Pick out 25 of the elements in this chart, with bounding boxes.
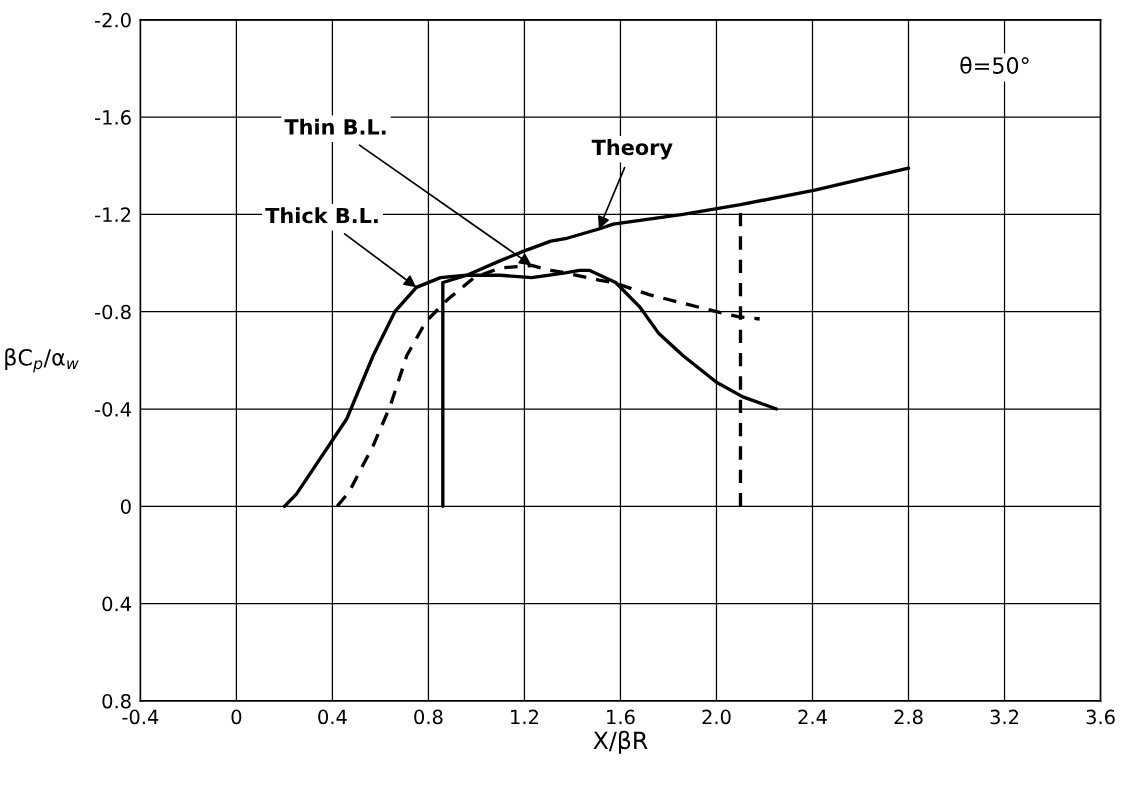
y-tick-label: 0.8 <box>102 693 131 709</box>
x-tick-label: 0 <box>231 709 242 725</box>
x-tick-label: 2.8 <box>894 709 923 725</box>
y-tick-label: -0.4 <box>95 401 131 417</box>
x-tick-label: 2.0 <box>702 709 731 725</box>
y-axis-title: βC$_{p}$/α$_{w}$ <box>5 348 79 373</box>
y-tick-label: -0.8 <box>95 304 131 320</box>
text: Thin B.L. <box>284 118 386 135</box>
x-axis-title: X/βR <box>593 730 648 754</box>
x-tick-label: 1.2 <box>511 709 538 725</box>
x-tick-label: 2.4 <box>798 709 827 725</box>
x-tick-label: -0.4 <box>122 709 159 725</box>
x-tick-label: 3.6 <box>1086 709 1115 725</box>
x-tick-label: 0.4 <box>318 709 347 725</box>
x-tick-label: 0.8 <box>414 709 443 725</box>
y-tick-label: 0.4 <box>102 596 131 612</box>
x-tick-label: 3.2 <box>990 709 1019 725</box>
y-tick-label: -1.2 <box>95 207 131 222</box>
text: Thick B.L. <box>265 207 378 224</box>
text: Theory <box>591 139 673 160</box>
x-tick-label: 1.6 <box>607 709 635 725</box>
annotation: θ=50° <box>960 56 1029 74</box>
y-tick-label: -1.6 <box>95 110 131 125</box>
y-tick-label: 0 <box>120 499 131 514</box>
y-tick-label: -2.0 <box>95 12 131 28</box>
